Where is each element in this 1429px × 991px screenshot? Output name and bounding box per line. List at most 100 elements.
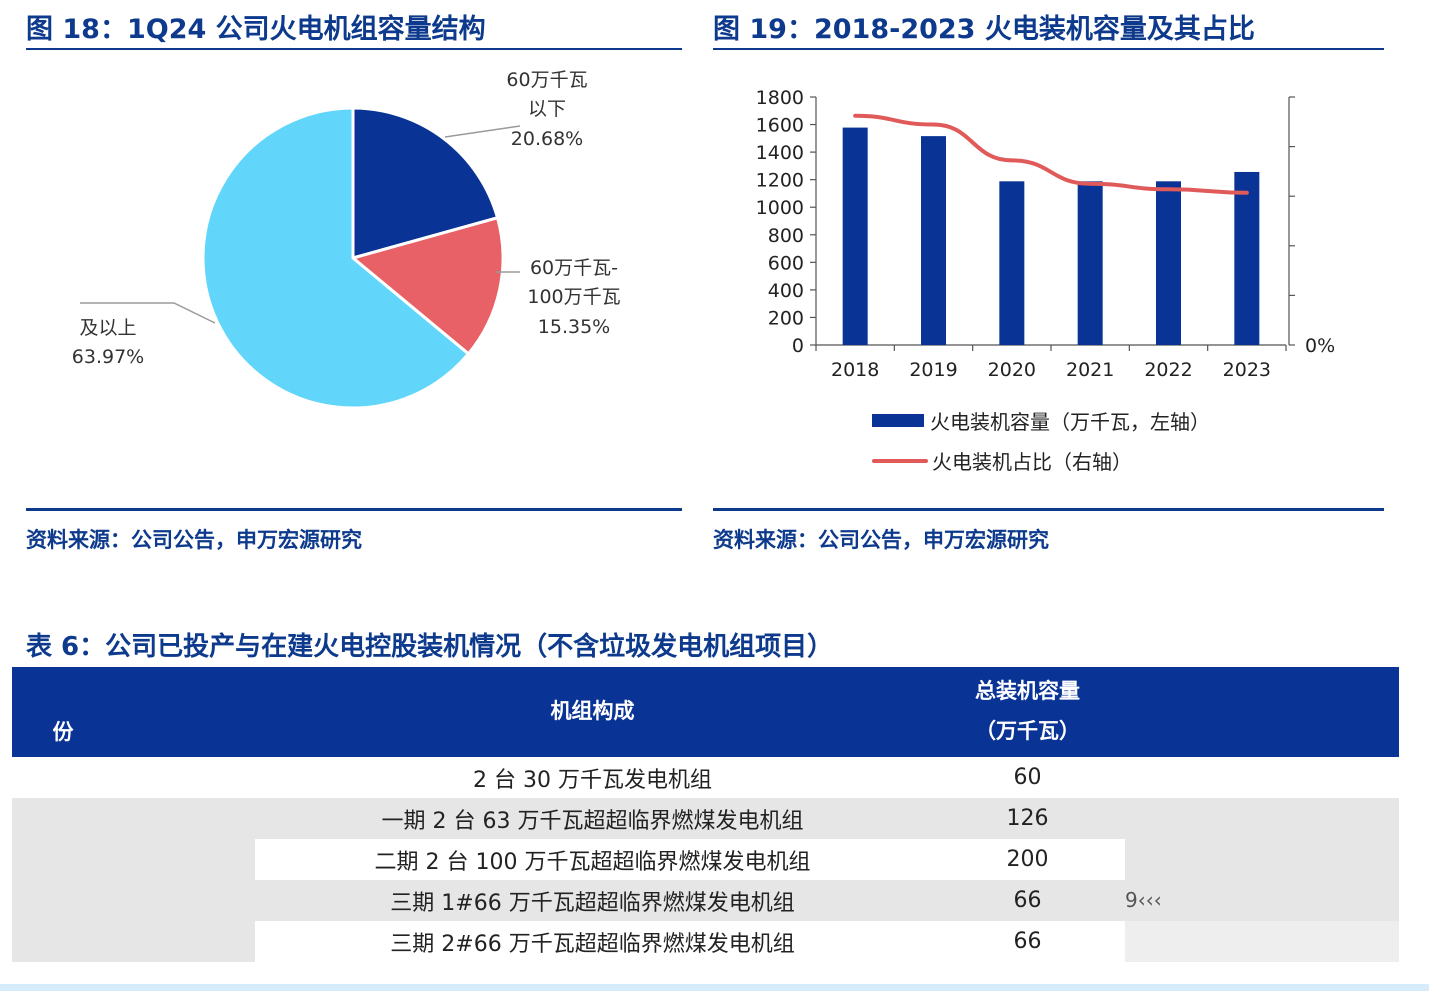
header-col0: 份 — [12, 667, 114, 757]
header-capacity-line1: 总装机容量 — [975, 679, 1080, 704]
cell-empty — [114, 921, 255, 962]
cell-capacity: 200 — [930, 839, 1125, 880]
pie-label-above-line1: 及以上 — [79, 317, 137, 339]
cell-empty — [114, 757, 255, 798]
cell-empty — [12, 880, 114, 921]
x-tick-label: 2022 — [1144, 359, 1192, 381]
header-composition: 机组构成 — [255, 667, 930, 757]
header-capacity: 总装机容量 （万千瓦） — [930, 667, 1125, 757]
pie-label-above-pct: 63.97% — [71, 346, 145, 369]
cell-empty — [1125, 757, 1399, 798]
x-tick-label: 2023 — [1223, 359, 1271, 381]
pie-slice-above — [201, 106, 471, 410]
x-tick-label: 2018 — [831, 359, 879, 381]
pie-label-mid-line2: 100万千瓦 — [527, 286, 621, 309]
header-composition-text: 机组构成 — [550, 699, 635, 724]
fig19-legend-bar: 火电装机容量（万千瓦，左轴） — [872, 406, 1210, 435]
pie-slice-under60 — [351, 106, 500, 260]
table-row: 二期 2 台 100 万千瓦超超临界燃煤发电机组 200 — [12, 839, 1399, 880]
fig18-title: 图 18：1Q24 公司火电机组容量结构 — [26, 14, 486, 45]
table-row: 三期 2#66 万千瓦超超临界燃煤发电机组 66 — [12, 921, 1399, 962]
cell-composition: 三期 2#66 万千瓦超超临界燃煤发电机组 — [255, 921, 930, 962]
cell-empty — [12, 798, 114, 839]
pie-label-under60-line1: 60万千瓦 — [506, 69, 588, 91]
fig19-bottom-rule — [713, 508, 1384, 511]
page-bottom-bar — [0, 984, 1429, 991]
cell-capacity: 126 — [930, 798, 1125, 839]
table-row: 2 台 30 万千瓦发电机组 60 — [12, 757, 1399, 798]
header-capacity-line2: （万千瓦） — [975, 719, 1080, 743]
cell-composition: 2 台 30 万千瓦发电机组 — [255, 757, 930, 798]
bar-2020 — [999, 181, 1025, 345]
leader-above — [80, 302, 216, 324]
left-tick-label: 1800 — [756, 87, 804, 109]
bar-2022 — [1156, 181, 1181, 345]
legend-line-label: 火电装机占比（右轴） — [932, 450, 1132, 474]
cell-empty — [12, 839, 114, 880]
legend-line-swatch — [872, 458, 928, 463]
left-tick-label: 600 — [768, 252, 804, 274]
table6: 份 机组构成 总装机容量 （万千瓦） 2 台 30 万千瓦发电机组 60 一期 … — [12, 667, 1399, 962]
bar-2018 — [842, 127, 868, 345]
cell-composition: 一期 2 台 63 万千瓦超超临界燃煤发电机组 — [255, 798, 930, 839]
left-tick-label: 200 — [768, 307, 804, 329]
left-tick-label: 1400 — [756, 142, 804, 164]
bar-2019 — [921, 136, 946, 345]
bar-2023 — [1234, 171, 1260, 345]
cell-empty — [1125, 921, 1399, 962]
bar-2021 — [1077, 181, 1103, 345]
fig19-title: 图 19：2018-2023 火电装机容量及其占比 — [713, 14, 1255, 45]
fig18-title-rule — [26, 48, 682, 50]
left-tick-label: 1600 — [756, 115, 804, 137]
cell-stray: 9‹‹‹ — [1125, 880, 1399, 921]
fig18-pie-chart — [80, 106, 521, 410]
table6-title: 表 6：公司已投产与在建火电控股装机情况（不含垃圾发电机组项目） — [26, 632, 834, 662]
table6-header-row: 份 机组构成 总装机容量 （万千瓦） — [12, 667, 1399, 757]
pie-label-mid-pct: 15.35% — [537, 315, 611, 338]
cell-capacity: 66 — [930, 921, 1125, 962]
cell-composition: 三期 1#66 万千瓦超超临界燃煤发电机组 — [255, 880, 930, 921]
fig18-source: 资料来源：公司公告，申万宏源研究 — [26, 528, 362, 552]
cell-empty — [12, 921, 114, 962]
cell-empty — [1125, 798, 1399, 839]
pie-label-under60: 60万千瓦 以下 20.68% — [492, 66, 602, 154]
cell-empty — [12, 757, 114, 798]
stray-text: 9‹‹‹ — [1125, 888, 1162, 912]
cell-empty — [1125, 839, 1399, 880]
x-tick-label: 2021 — [1066, 359, 1114, 381]
cell-empty — [114, 798, 255, 839]
fig19-source: 资料来源：公司公告，申万宏源研究 — [713, 528, 1049, 552]
x-tick-label: 2019 — [909, 359, 957, 381]
cell-empty — [114, 880, 255, 921]
pie-label-under60-line2: 以下 — [527, 98, 566, 121]
table-row: 一期 2 台 63 万千瓦超超临界燃煤发电机组 126 — [12, 798, 1399, 839]
fig19-legend-line: 火电装机占比（右轴） — [872, 446, 1132, 475]
fig18-bottom-rule — [26, 508, 682, 511]
pie-label-mid-line1: 60万千瓦- — [529, 257, 619, 279]
x-tick-label: 2020 — [988, 359, 1036, 381]
header-col-blank-right — [1125, 667, 1399, 757]
left-tick-label: 1000 — [756, 197, 804, 219]
cell-capacity: 60 — [930, 757, 1125, 798]
legend-bar-swatch — [872, 414, 924, 427]
cell-capacity: 66 — [930, 880, 1125, 921]
left-tick-label: 400 — [768, 280, 804, 302]
legend-bar-label: 火电装机容量（万千瓦，左轴） — [930, 410, 1210, 434]
pie-label-under60-pct: 20.68% — [510, 127, 584, 150]
pie-label-mid: 60万千瓦- 100万千瓦 15.35% — [516, 254, 632, 342]
pie-label-above: 及以上 63.97% — [56, 314, 160, 373]
table-row: 三期 1#66 万千瓦超超临界燃煤发电机组 66 9‹‹‹ — [12, 880, 1399, 921]
left-tick-label: 0 — [792, 335, 804, 357]
cell-empty — [114, 839, 255, 880]
fig19-title-rule — [713, 48, 1384, 50]
leader-under60 — [444, 125, 521, 138]
pie-slice-mid — [349, 215, 505, 356]
header-col-blank — [114, 667, 255, 757]
header-col0-text: 份 — [52, 720, 74, 745]
left-tick-label: 1200 — [756, 170, 804, 192]
line-share — [853, 113, 1249, 195]
right-tick-label: 0% — [1305, 335, 1335, 357]
left-tick-label: 800 — [768, 225, 804, 247]
fig19-combo-chart: 0 200 400 600 800 1000 1200 1400 1600 1800 0% 2018 2… — [756, 87, 1336, 381]
cell-composition: 二期 2 台 100 万千瓦超超临界燃煤发电机组 — [255, 839, 930, 880]
